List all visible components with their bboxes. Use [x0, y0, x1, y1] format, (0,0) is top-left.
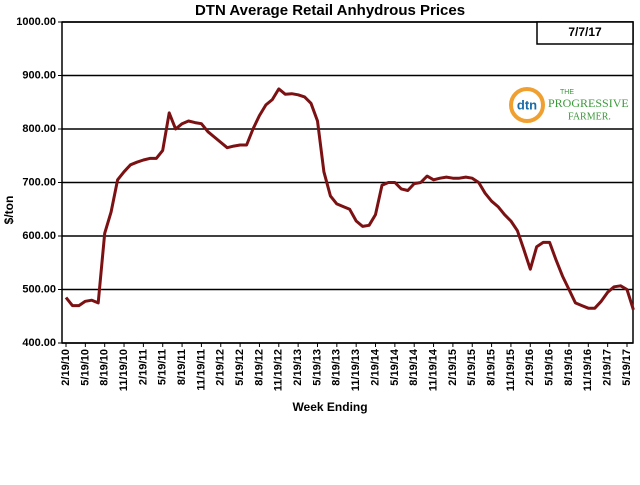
x-tick-label: 2/19/15	[447, 349, 459, 386]
logo-dtn: dtn	[517, 97, 537, 112]
x-tick-label: 5/19/13	[311, 349, 323, 386]
x-tick-label: 5/19/14	[389, 348, 401, 386]
x-tick-label: 5/19/16	[544, 349, 556, 386]
x-tick-label: 5/19/10	[79, 349, 91, 386]
logo-ring	[509, 87, 545, 123]
x-tick-label: 11/19/12	[273, 349, 285, 391]
x-tick-label: 5/19/15	[466, 349, 478, 386]
x-tick-label: 2/19/13	[292, 349, 304, 386]
y-tick-label: 900.00	[22, 69, 56, 81]
series-line	[64, 87, 635, 311]
x-tick-label: 2/19/14	[369, 348, 381, 386]
x-tick-label: 8/19/14	[408, 348, 420, 386]
x-tick-label: 5/19/11	[157, 349, 169, 385]
annotation: 7/7/17	[568, 25, 602, 39]
y-tick-label: 500.00	[22, 283, 56, 295]
x-tick-label: 2/19/12	[215, 349, 227, 386]
chart-title: DTN Average Retail Anhydrous Prices	[195, 2, 465, 19]
x-tick-label: 11/19/16	[582, 349, 594, 391]
x-tick-label: 2/19/11	[137, 349, 149, 385]
logo-the: THE	[560, 89, 574, 96]
logo-farmer: FARMER.	[568, 111, 611, 122]
y-axis-label: $/ton	[2, 196, 16, 225]
annotation-box	[536, 21, 634, 45]
x-tick-label: 11/19/11	[195, 349, 207, 391]
y-tick-label: 800.00	[22, 123, 56, 135]
y-tick-label: 600.00	[22, 230, 56, 242]
x-tick-label: 5/19/17	[621, 349, 633, 386]
x-tick-label: 11/19/15	[505, 349, 517, 391]
x-tick-label: 8/19/11	[176, 349, 188, 385]
x-axis-label: Week Ending	[292, 400, 367, 414]
y-tick-label: 700.00	[22, 176, 56, 188]
x-tick-label: 8/19/13	[331, 349, 343, 386]
x-tick-label: 2/19/10	[60, 349, 72, 386]
x-tick-label: 11/19/10	[118, 349, 130, 391]
x-tick-label: 2/19/16	[524, 349, 536, 386]
logo-progressive: PROGRESSIVE	[548, 96, 629, 110]
x-tick-label: 11/19/13	[350, 349, 362, 391]
x-tick-label: 8/19/12	[253, 349, 265, 386]
x-tick-label: 8/19/10	[99, 349, 111, 386]
x-tick-label: 11/19/14	[427, 348, 439, 391]
x-tick-label: 8/19/16	[563, 349, 575, 386]
y-tick-label: 400.00	[22, 337, 56, 349]
x-tick-label: 5/19/12	[234, 349, 246, 386]
plot-border	[61, 21, 634, 344]
y-tick-label: 1000.00	[16, 16, 56, 28]
x-tick-label: 8/19/15	[485, 349, 497, 386]
x-tick-label: 2/19/17	[602, 349, 614, 386]
